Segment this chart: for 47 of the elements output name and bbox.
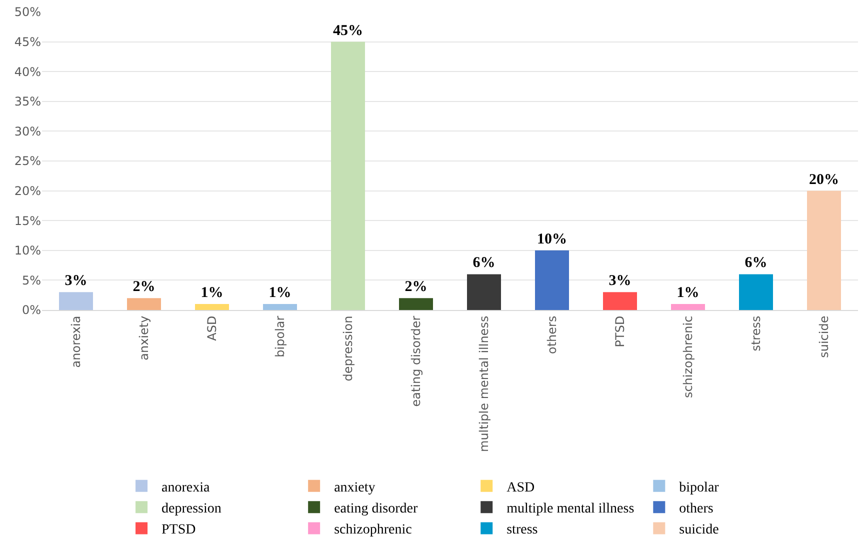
y-tick-label: 35% <box>14 94 41 109</box>
data-label: 20% <box>809 172 839 188</box>
data-label: 10% <box>537 231 567 248</box>
data-label: 1% <box>676 285 700 302</box>
y-tick-label: 0% <box>22 303 41 318</box>
legend-label: multiple mental illness <box>506 502 634 517</box>
data-label: 1% <box>268 285 292 302</box>
y-tick-label: 50% <box>14 5 41 20</box>
x-tick-label: multiple mental illness <box>476 316 491 452</box>
data-label: 3% <box>608 273 632 290</box>
legend-label: schizophrenic <box>334 522 412 538</box>
y-tick-label: 15% <box>14 214 41 228</box>
x-tick-label: suicide <box>816 316 831 358</box>
x-tick-label: bipolar <box>272 316 287 358</box>
x-tick-label: PTSD <box>612 316 627 348</box>
x-tick-label: ASD <box>204 316 219 341</box>
x-tick-label: eating disorder <box>408 316 423 407</box>
legend-label: stress <box>506 522 538 538</box>
legend-label: anxiety <box>334 480 376 496</box>
y-tick-label: 5% <box>22 273 41 288</box>
x-tick-label: stress <box>748 316 763 352</box>
x-tick-label: schizophrenic <box>680 316 695 398</box>
y-tick-label: 25% <box>14 154 41 168</box>
legend-label: depression <box>162 502 222 517</box>
legend-label: others <box>679 502 714 517</box>
y-tick-label: 45% <box>14 35 41 49</box>
y-tick-label: 20% <box>14 184 41 198</box>
legend-label: bipolar <box>679 480 720 496</box>
legend-label: ASD <box>506 480 535 496</box>
x-tick-label: anxiety <box>136 316 151 360</box>
data-label: 3% <box>64 273 88 290</box>
x-tick-label: anorexia <box>68 316 83 368</box>
y-tick-label: 40% <box>14 64 41 79</box>
x-tick-label: depression <box>340 316 355 382</box>
legend-label: eating disorder <box>334 502 418 517</box>
data-label: 2% <box>404 279 428 296</box>
data-label: 2% <box>132 279 156 296</box>
y-tick-label: 10% <box>14 244 41 258</box>
y-tick-label: 30% <box>14 124 41 138</box>
data-label: 1% <box>200 285 224 302</box>
data-label: 6% <box>472 255 496 272</box>
data-label: 6% <box>744 255 768 272</box>
legend-label: PTSD <box>162 522 196 538</box>
data-label: 45% <box>333 22 363 39</box>
legend-label: suicide <box>679 522 719 538</box>
legend-label: anorexia <box>162 480 210 496</box>
x-tick-label: others <box>544 316 559 354</box>
